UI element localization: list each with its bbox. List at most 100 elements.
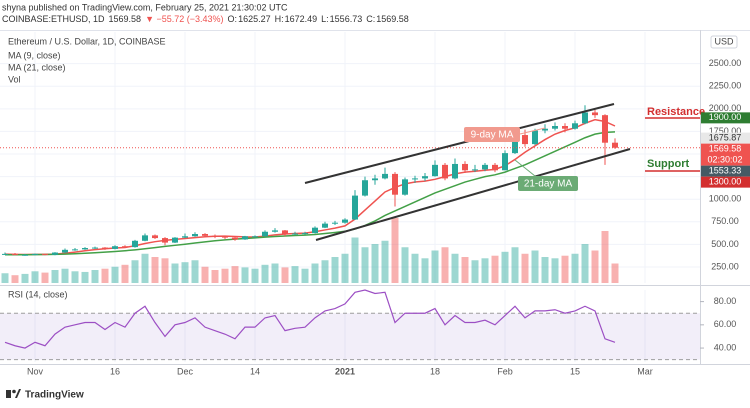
volume-bar: [21, 273, 29, 283]
candle-body: [122, 246, 128, 248]
plot: [0, 105, 700, 349]
volume-bar: [281, 267, 289, 283]
candle-body: [242, 236, 248, 240]
volume-bar: [231, 266, 239, 283]
y-tick-label: 2000.00: [709, 103, 742, 113]
candle-body: [12, 253, 18, 255]
volume-bar: [131, 260, 139, 283]
volume-bar: [531, 250, 539, 283]
candle-body: [502, 153, 508, 171]
volume-bar: [211, 270, 219, 283]
candle-body: [512, 135, 518, 154]
candle-body: [212, 235, 218, 237]
price-tag-label: 1553.33: [709, 165, 742, 175]
price-tag-label: 1900.00: [709, 112, 742, 122]
volume-bar: [421, 258, 429, 283]
ma9-callout: [464, 127, 520, 142]
chart-title: Ethereum / U.S. Dollar, 1D, COINBASE: [8, 36, 166, 46]
candle-body: [482, 164, 488, 170]
y-tick-label: 750.00: [711, 216, 739, 226]
lower-trendline: [315, 148, 631, 241]
volume-bar: [521, 253, 529, 283]
volume-bar: [431, 250, 439, 283]
ma9-label: 9-day MA: [471, 130, 514, 141]
volume-bar: [471, 260, 479, 283]
ohlc-value: 1569.58: [376, 14, 409, 24]
pointer: [514, 159, 536, 177]
volume-bar: [71, 271, 79, 283]
volume-bar: [241, 267, 249, 283]
candle-body: [382, 173, 388, 179]
volume-bar: [571, 253, 579, 283]
candle-body: [262, 231, 268, 237]
candle-body: [42, 253, 48, 255]
ohlc-key: L:: [321, 14, 329, 24]
candle-body: [472, 169, 478, 171]
volume-bar: [51, 270, 59, 283]
candle-body: [582, 112, 588, 124]
price-tag-label: 1675.87: [709, 132, 742, 142]
pointer: [519, 127, 546, 135]
volume-bar: [391, 218, 399, 283]
volume-bar: [611, 263, 619, 283]
volume-bar: [171, 263, 179, 283]
volume-bar: [201, 266, 209, 283]
volume-bar: [291, 266, 299, 283]
candle-body: [272, 230, 278, 232]
volume-bar: [501, 251, 509, 283]
ma21-callout: [518, 176, 578, 191]
ohlc-key: O:: [228, 14, 238, 24]
candle-body: [452, 163, 458, 179]
time-axis-border: [0, 364, 750, 365]
ohlc-value: 1556.73: [330, 14, 363, 24]
x-tick-label: Dec: [177, 366, 194, 376]
unit-box: [710, 35, 738, 49]
candle-body: [442, 164, 448, 179]
candle-body: [192, 234, 198, 237]
y-tick-label: 2250.00: [709, 81, 742, 91]
volume-bar: [91, 270, 99, 283]
rsi-band: [0, 313, 700, 360]
candle-body: [142, 235, 148, 241]
candle-body: [162, 238, 168, 243]
candle-body: [152, 235, 158, 239]
rsi-tick-label: 80.00: [714, 296, 737, 306]
candle-body: [612, 142, 618, 148]
published-line: shyna published on TradingView.com, Febr…: [2, 2, 288, 12]
volume-bar: [491, 255, 499, 283]
volume-bar: [511, 247, 519, 283]
divider: [0, 30, 750, 31]
volume-bar: [1, 273, 9, 283]
candle-body: [412, 178, 418, 180]
volume-bar: [331, 257, 339, 283]
volume-bar: [341, 253, 349, 283]
x-tick-label: Nov: [27, 366, 44, 376]
legend-entry: MA (9, close): [8, 50, 61, 60]
volume-bar: [551, 258, 559, 283]
candle-body: [232, 237, 238, 240]
candle-body: [572, 123, 578, 129]
candle-body: [32, 253, 38, 255]
logo-mark: [6, 390, 11, 398]
x-tick-label: Feb: [497, 366, 513, 376]
logo: [6, 389, 21, 398]
upper-trendline: [304, 103, 615, 184]
volume-bar: [261, 264, 269, 283]
volume-bar: [31, 271, 39, 283]
volume-bar: [41, 272, 49, 283]
candle-body: [372, 178, 378, 181]
volume-bar: [61, 268, 69, 283]
candle-body: [2, 253, 8, 255]
volume-bar: [81, 271, 89, 283]
candle-body: [22, 254, 28, 256]
unit-label: USD: [714, 36, 734, 46]
volume-bar: [101, 268, 109, 283]
ohlc-key: H:: [275, 14, 284, 24]
resistance-label: Resistance: [647, 106, 705, 118]
volume-bar: [221, 268, 229, 283]
volume-bar: [481, 258, 489, 283]
volume-bar: [111, 266, 119, 283]
y-tick-label: 1750.00: [709, 126, 742, 136]
